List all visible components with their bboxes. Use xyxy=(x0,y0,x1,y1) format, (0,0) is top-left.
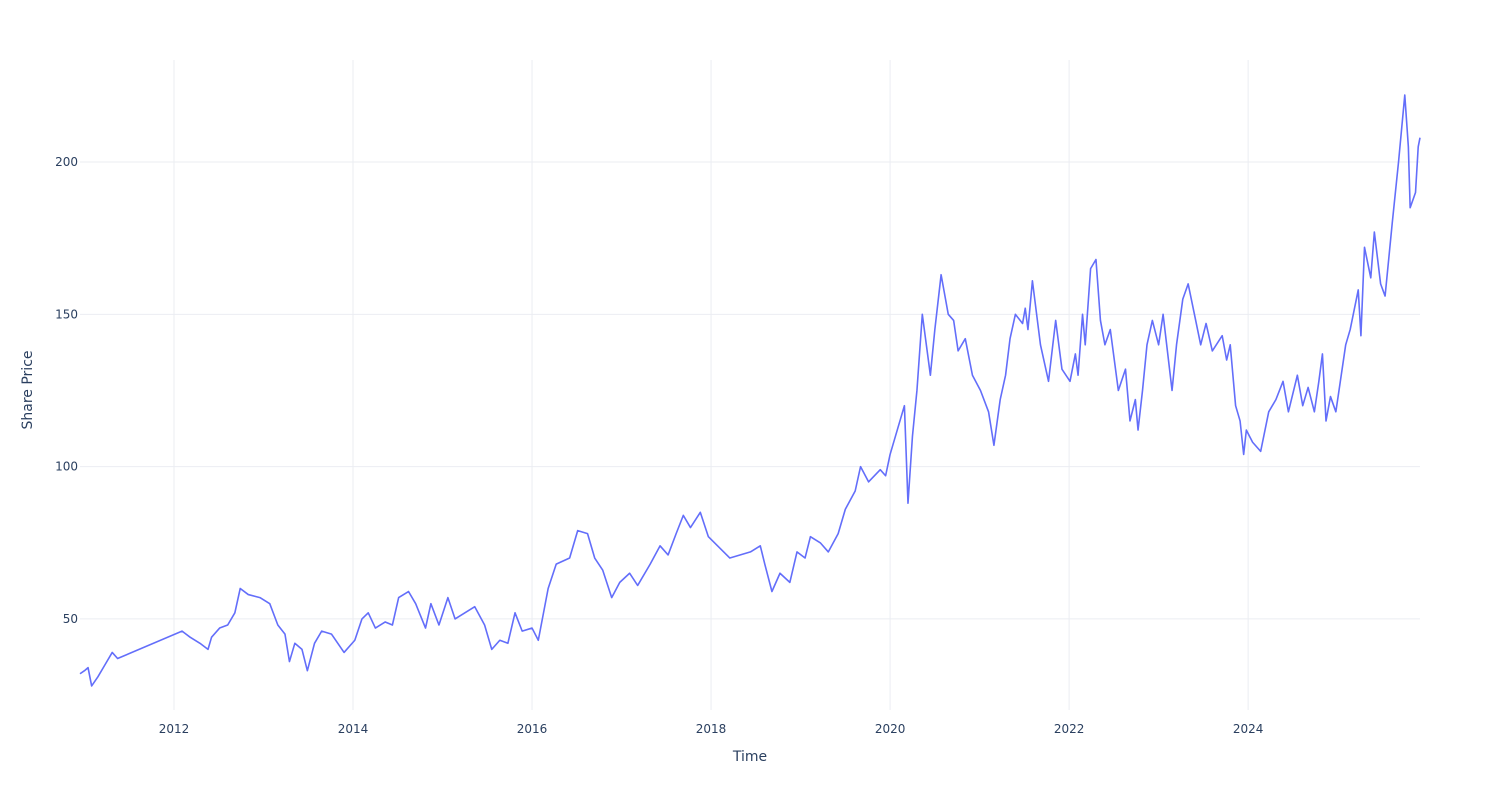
x-axis-title: Time xyxy=(732,749,767,765)
x-tick-label: 2014 xyxy=(338,722,369,736)
x-tick-label: 2018 xyxy=(696,722,727,736)
y-tick-label: 50 xyxy=(63,612,78,626)
x-tick-label: 2016 xyxy=(517,722,548,736)
x-tick-label: 2022 xyxy=(1054,722,1085,736)
y-tick-label: 150 xyxy=(55,307,78,321)
y-tick-label: 100 xyxy=(55,460,78,474)
price-line xyxy=(79,94,1421,687)
x-tick-label: 2020 xyxy=(875,722,906,736)
x-tick-label: 2024 xyxy=(1233,722,1264,736)
y-axis-title: Share Price xyxy=(20,350,36,429)
x-tick-label: 2012 xyxy=(159,722,190,736)
y-tick-label: 200 xyxy=(55,155,78,169)
